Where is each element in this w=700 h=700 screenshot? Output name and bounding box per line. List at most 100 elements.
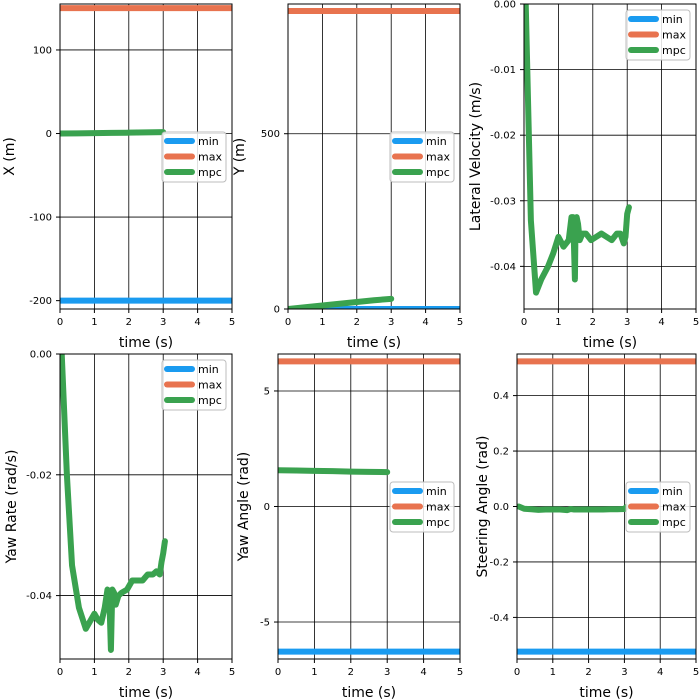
y-axis-label: Y (m) [232, 138, 248, 177]
y-tick-label-0: -0.4 [489, 613, 509, 624]
x-tick-label-1: 1 [311, 667, 317, 678]
x-tick-label-5: 5 [457, 667, 463, 678]
legend-label-mpc: mpc [426, 166, 450, 179]
chart-panel-3: 0 1 2 3 4 5 -0.04 -0.03 -0.02 -0.01 0.00 time (s) La… [468, 0, 699, 351]
x-tick-label-0: 0 [514, 667, 520, 678]
series-group [60, 5, 232, 304]
x-tick-label-0: 0 [521, 317, 527, 328]
legend-label-max: max [662, 501, 686, 514]
x-tick-label-2: 2 [590, 317, 596, 328]
y-tick-label-4: 0.00 [494, 0, 516, 11]
y-tick-label-2: 5 [264, 386, 270, 397]
series-line-mpc [288, 295, 395, 309]
x-tick-label-3: 3 [160, 667, 166, 678]
legend-label-max: max [426, 501, 450, 514]
y-tick-label-3: 0.2 [493, 447, 509, 458]
y-tick-label-4: 0.4 [493, 391, 509, 402]
y-tick-label-0: -0.04 [26, 591, 52, 602]
series-group [288, 8, 460, 309]
x-tick-label-3: 3 [160, 317, 166, 328]
y-tick-label-0: 0 [274, 305, 280, 316]
y-tick-label-1: -0.02 [26, 470, 52, 481]
legend-label-min: min [198, 135, 219, 148]
legend-label-max: max [198, 379, 222, 392]
series-line-mpc [60, 129, 167, 137]
x-tick-label-5: 5 [457, 317, 463, 328]
x-tick-label-1: 1 [555, 317, 561, 328]
y-axis-label: X (m) [2, 137, 18, 176]
legend: min max mpc [161, 131, 227, 183]
y-tick-label-1: -0.2 [489, 557, 509, 568]
x-tick-label-4: 4 [194, 667, 200, 678]
series-group [517, 358, 696, 655]
x-tick-label-1: 1 [91, 667, 97, 678]
legend: min max mpc [625, 481, 691, 533]
y-tick-label-1: 0 [264, 502, 270, 513]
x-axis-label: time (s) [119, 685, 173, 700]
x-tick-label-4: 4 [420, 667, 426, 678]
x-tick-label-3: 3 [624, 317, 630, 328]
y-tick-label-2: 0.0 [493, 502, 509, 513]
x-tick-label-2: 2 [585, 667, 591, 678]
legend: min max mpc [161, 359, 227, 411]
legend-label-max: max [662, 29, 686, 42]
x-tick-label-0: 0 [57, 317, 63, 328]
x-tick-label-0: 0 [275, 667, 281, 678]
y-tick-label-2: 0.00 [30, 350, 52, 361]
y-tick-label-0: -5 [260, 618, 270, 629]
series-line-mpc [524, 4, 632, 296]
x-tick-label-5: 5 [693, 317, 699, 328]
x-tick-label-1: 1 [550, 667, 556, 678]
y-tick-label-2: -0.02 [490, 131, 516, 142]
x-axis-label: time (s) [119, 335, 173, 351]
x-axis-label: time (s) [579, 685, 633, 700]
legend-label-min: min [662, 13, 683, 26]
x-tick-label-1: 1 [91, 317, 97, 328]
x-axis-label: time (s) [342, 685, 396, 700]
y-axis-label: Lateral Velocity (m/s) [468, 82, 484, 231]
legend-label-max: max [426, 151, 450, 164]
legend-label-min: min [426, 485, 447, 498]
axes-frame [59, 3, 233, 310]
axes-frame [287, 3, 461, 310]
x-tick-label-4: 4 [658, 317, 664, 328]
legend-label-max: max [198, 151, 222, 164]
y-tick-label-1: 500 [261, 129, 280, 140]
x-tick-label-5: 5 [229, 317, 235, 328]
y-tick-label-1: -100 [29, 213, 52, 224]
legend: min max mpc [625, 9, 691, 61]
chart-panel-1: 0 1 2 3 4 5 -200 -100 0 100 time (s) X (m) min max mpc [2, 3, 235, 351]
x-tick-label-0: 0 [57, 667, 63, 678]
legend: min max mpc [389, 131, 455, 183]
y-axis-label: Yaw Angle (rad) [236, 452, 252, 563]
y-tick-label-0: -200 [29, 296, 52, 307]
x-tick-label-5: 5 [229, 667, 235, 678]
x-axis-label: time (s) [347, 335, 401, 351]
chart-panel-6: 0 1 2 3 4 5 -0.4 -0.2 0.0 0.2 0.4 time (s) Steering … [475, 353, 699, 700]
legend-label-mpc: mpc [662, 516, 686, 529]
x-tick-label-2: 2 [126, 317, 132, 328]
series-group [278, 358, 460, 655]
legend-label-mpc: mpc [662, 44, 686, 57]
x-tick-label-3: 3 [621, 667, 627, 678]
series-group [60, 354, 168, 653]
series-line-mpc [278, 467, 391, 476]
chart-panel-4: 0 1 2 3 4 5 -0.04 -0.02 0.00 time (s) Yaw Rate (ra… [4, 350, 235, 700]
y-tick-label-2: 0 [46, 129, 52, 140]
legend-label-min: min [662, 485, 683, 498]
x-tick-label-4: 4 [194, 317, 200, 328]
axes-frame [59, 353, 233, 660]
series-group [524, 4, 632, 296]
y-tick-label-0: -0.04 [490, 262, 516, 273]
legend-label-mpc: mpc [198, 166, 222, 179]
y-tick-label-3: -0.01 [490, 65, 516, 76]
x-tick-label-0: 0 [285, 317, 291, 328]
x-tick-label-4: 4 [422, 317, 428, 328]
axes-frame [523, 3, 697, 310]
x-tick-label-5: 5 [693, 667, 699, 678]
x-tick-label-1: 1 [319, 317, 325, 328]
legend-label-mpc: mpc [198, 394, 222, 407]
y-tick-label-1: -0.03 [490, 196, 516, 207]
